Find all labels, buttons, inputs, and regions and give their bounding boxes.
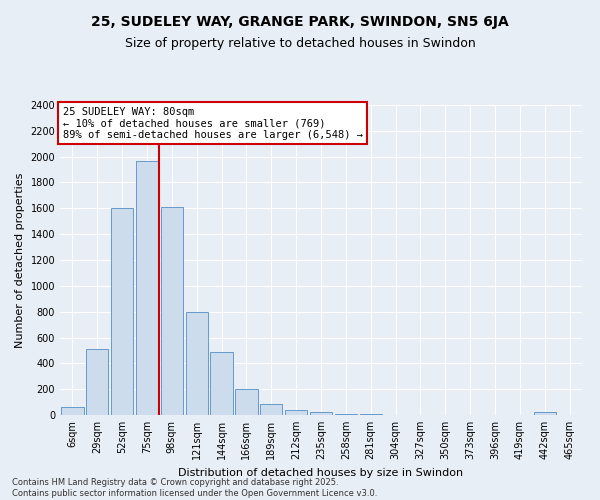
Bar xyxy=(136,160,158,415)
Bar xyxy=(111,208,133,415)
Text: 25, SUDELEY WAY, GRANGE PARK, SWINDON, SN5 6JA: 25, SUDELEY WAY, GRANGE PARK, SWINDON, S… xyxy=(91,15,509,29)
Bar xyxy=(359,414,382,415)
Bar xyxy=(211,352,233,415)
Bar xyxy=(86,349,109,415)
Bar xyxy=(61,406,83,415)
Bar xyxy=(285,410,307,415)
Bar xyxy=(161,207,183,415)
Text: Size of property relative to detached houses in Swindon: Size of property relative to detached ho… xyxy=(125,38,475,51)
Bar xyxy=(533,412,556,415)
Text: 25 SUDELEY WAY: 80sqm
← 10% of detached houses are smaller (769)
89% of semi-det: 25 SUDELEY WAY: 80sqm ← 10% of detached … xyxy=(62,106,362,140)
Bar xyxy=(260,404,283,415)
Y-axis label: Number of detached properties: Number of detached properties xyxy=(15,172,25,348)
Text: Contains HM Land Registry data © Crown copyright and database right 2025.
Contai: Contains HM Land Registry data © Crown c… xyxy=(12,478,377,498)
X-axis label: Distribution of detached houses by size in Swindon: Distribution of detached houses by size … xyxy=(178,468,464,477)
Bar xyxy=(335,414,357,415)
Bar xyxy=(185,312,208,415)
Bar xyxy=(235,389,257,415)
Bar xyxy=(310,412,332,415)
